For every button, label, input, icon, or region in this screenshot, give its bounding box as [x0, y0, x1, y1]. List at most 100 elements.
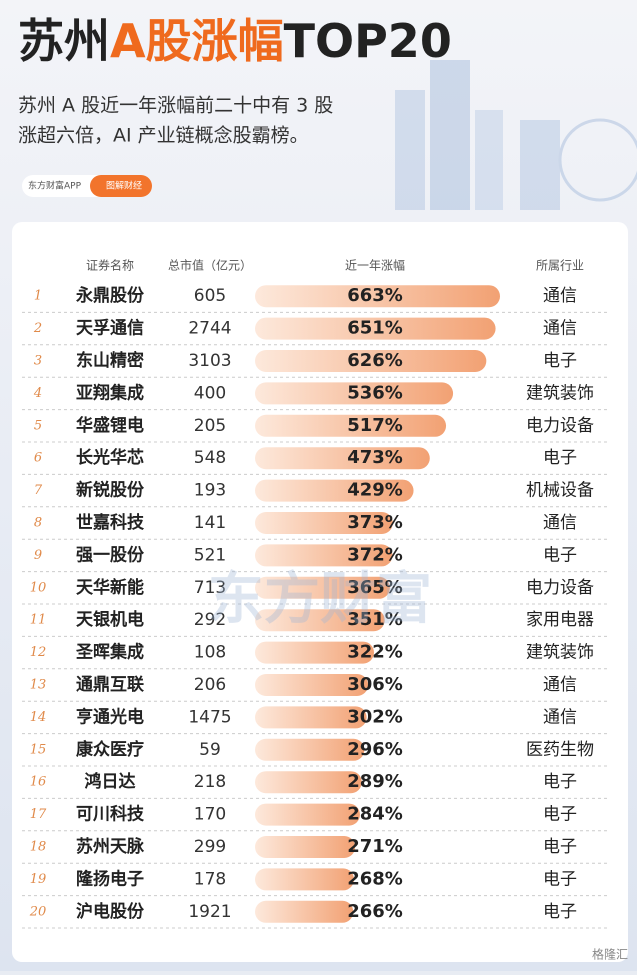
- value-label: 373%: [347, 512, 403, 533]
- value-label: 517%: [347, 415, 403, 436]
- bar: [255, 641, 374, 664]
- industry: 家用电器: [526, 610, 594, 630]
- market-cap: 299: [194, 837, 226, 857]
- bar: [255, 285, 500, 308]
- stock-name: 苏州天脉: [76, 836, 145, 857]
- rank: 14: [30, 710, 47, 725]
- industry: 电子: [543, 351, 577, 371]
- value-label: 536%: [347, 382, 403, 403]
- industry: 电子: [543, 772, 577, 792]
- bar: [255, 350, 487, 372]
- title: 苏州A股涨幅TOP20: [18, 14, 452, 68]
- stock-name: 圣晖集成: [76, 642, 144, 663]
- rank: 3: [34, 354, 42, 369]
- industry: 通信: [543, 513, 577, 533]
- industry: 机械设备: [526, 481, 594, 501]
- value-label: 651%: [347, 318, 403, 339]
- column-header: 所属行业: [536, 259, 584, 273]
- rank: 6: [34, 451, 42, 466]
- market-cap: 2744: [188, 319, 231, 339]
- industry: 电子: [543, 545, 577, 565]
- badge-text: 东方财富APP: [28, 180, 82, 192]
- market-cap: 206: [194, 675, 226, 695]
- subtitle: 涨超六倍，AI 产业链概念股霸榜。: [18, 124, 309, 147]
- stock-name: 隆扬电子: [76, 868, 144, 889]
- bar: [255, 868, 355, 891]
- rank: 17: [30, 807, 47, 822]
- value-label: 266%: [347, 901, 403, 922]
- industry: 建筑装饰: [526, 383, 594, 403]
- bar: [255, 544, 393, 567]
- stock-name: 天银机电: [76, 609, 144, 630]
- rank: 10: [30, 580, 47, 595]
- rank: 7: [34, 483, 43, 498]
- value-label: 289%: [347, 771, 403, 792]
- market-cap: 713: [194, 578, 226, 598]
- market-cap: 292: [194, 610, 226, 630]
- bar: [255, 738, 365, 761]
- bar: [255, 576, 390, 599]
- bar: [255, 803, 360, 826]
- bar: [255, 382, 454, 405]
- bar: [255, 512, 393, 534]
- bar: [255, 836, 356, 858]
- skyline: [395, 60, 637, 210]
- stock-name: 康众医疗: [76, 739, 144, 760]
- badge-text: 图解财经: [106, 180, 142, 192]
- rank: 1: [34, 289, 42, 304]
- industry: 通信: [543, 319, 577, 339]
- stock-name: 可川科技: [76, 804, 145, 825]
- stock-name: 亨通光电: [76, 706, 144, 727]
- market-cap: 178: [194, 869, 226, 889]
- rank: 2: [33, 321, 42, 336]
- value-label: 663%: [347, 285, 403, 306]
- industry: 电力设备: [526, 578, 594, 598]
- rank: 18: [30, 840, 47, 855]
- market-cap: 193: [194, 481, 226, 501]
- industry: 建筑装饰: [526, 643, 594, 663]
- industry: 通信: [543, 286, 577, 306]
- rank: 16: [30, 775, 47, 790]
- rank: 11: [30, 613, 47, 628]
- bar: [255, 609, 385, 632]
- value-label: 429%: [347, 480, 403, 501]
- market-cap: 170: [194, 805, 226, 825]
- footer: 格隆汇: [592, 947, 628, 962]
- bar: [255, 706, 367, 729]
- value-label: 322%: [347, 642, 403, 663]
- industry: 电子: [543, 902, 577, 922]
- rank: 4: [33, 386, 42, 401]
- table: 证券名称 总市值（亿元） 近一年涨幅 所属行业 1 永鼎股份 605 663% 通信 2 天孚通信 2…: [22, 258, 608, 929]
- industry: 通信: [543, 675, 577, 695]
- stock-name: 强一股份: [76, 544, 145, 565]
- value-label: 271%: [347, 836, 403, 857]
- value-label: 296%: [347, 739, 403, 760]
- value-label: 626%: [347, 350, 403, 371]
- subtitle: 苏州 A 股近一年涨幅前二十中有 3 股: [18, 95, 333, 117]
- stock-name: 鸿日达: [85, 771, 136, 792]
- market-cap: 205: [194, 416, 226, 436]
- column-header: 证券名称: [86, 258, 134, 273]
- rank: 12: [30, 645, 47, 660]
- stock-name: 华盛锂电: [76, 415, 144, 436]
- value-label: 365%: [347, 577, 403, 598]
- stock-name: 世嘉科技: [76, 512, 145, 533]
- value-label: 306%: [347, 674, 403, 695]
- bar: [255, 771, 362, 794]
- market-cap: 400: [194, 383, 226, 403]
- column-header: 近一年涨幅: [345, 258, 405, 273]
- market-cap: 1921: [188, 902, 231, 922]
- bar: [255, 317, 496, 340]
- industry: 电子: [543, 448, 577, 468]
- market-cap: 141: [194, 513, 226, 533]
- value-label: 284%: [347, 804, 403, 825]
- industry: 通信: [543, 707, 577, 727]
- industry: 电力设备: [526, 416, 594, 436]
- stock-name: 新锐股份: [76, 480, 145, 501]
- bar: [255, 414, 447, 437]
- stock-name: 沪电股份: [76, 901, 145, 922]
- stock-name: 天孚通信: [76, 318, 144, 339]
- bar: [255, 447, 430, 470]
- bar: [255, 900, 354, 923]
- watermark: 东方财富: [208, 567, 432, 632]
